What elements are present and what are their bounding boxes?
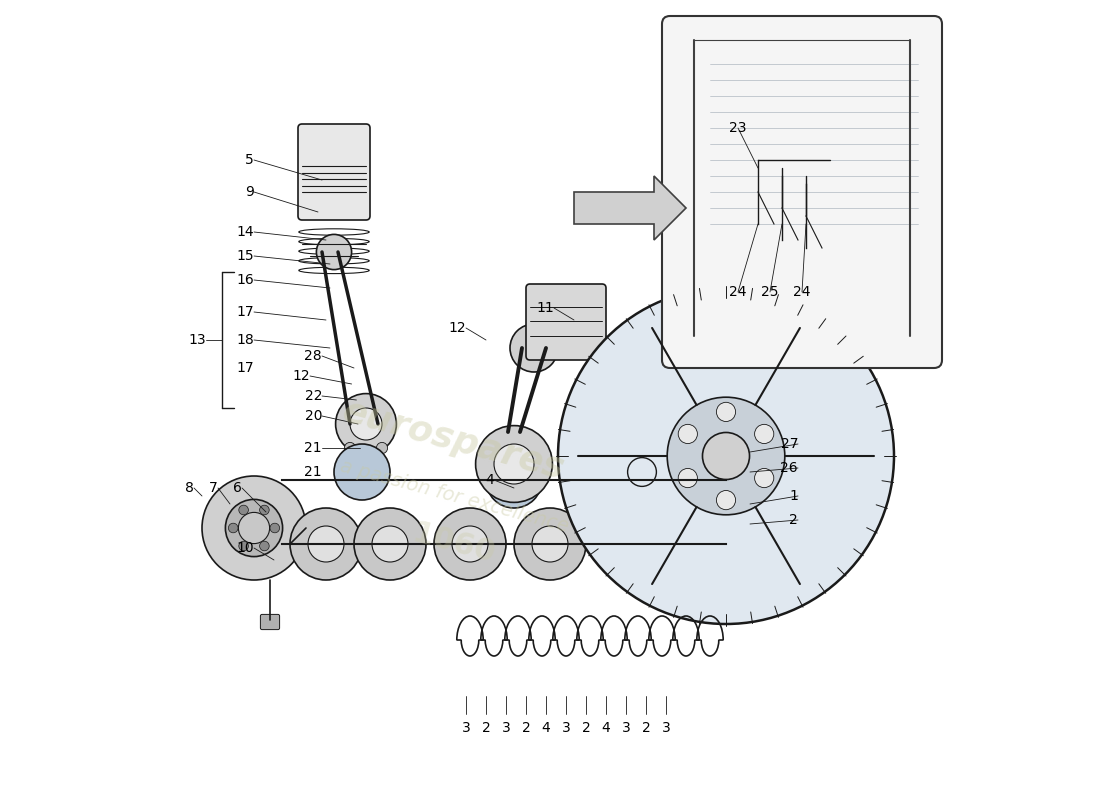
Circle shape — [260, 505, 270, 514]
Text: 9: 9 — [245, 185, 254, 199]
Text: 2: 2 — [641, 721, 650, 735]
Text: 2: 2 — [482, 721, 491, 735]
Circle shape — [336, 394, 396, 454]
Text: 6: 6 — [233, 481, 242, 495]
Text: 12: 12 — [293, 369, 310, 383]
Text: 14: 14 — [236, 225, 254, 239]
Circle shape — [376, 442, 387, 454]
Text: 20: 20 — [305, 409, 322, 423]
Text: 27: 27 — [781, 437, 798, 451]
Text: 11: 11 — [537, 301, 554, 315]
Circle shape — [755, 424, 773, 443]
Circle shape — [494, 444, 534, 484]
Text: 16: 16 — [236, 273, 254, 287]
Text: 3: 3 — [462, 721, 471, 735]
Text: 17: 17 — [236, 305, 254, 319]
Text: 3: 3 — [562, 721, 571, 735]
Circle shape — [308, 526, 344, 562]
Text: 22: 22 — [305, 389, 322, 403]
Circle shape — [703, 433, 749, 479]
Circle shape — [290, 508, 362, 580]
FancyBboxPatch shape — [298, 124, 370, 220]
Text: 4: 4 — [485, 473, 494, 487]
Text: 18: 18 — [236, 333, 254, 347]
Text: 7: 7 — [209, 481, 218, 495]
Circle shape — [679, 469, 697, 488]
Text: 4: 4 — [541, 721, 550, 735]
Circle shape — [452, 526, 488, 562]
Text: 4: 4 — [602, 721, 610, 735]
Circle shape — [594, 508, 666, 580]
Text: 24: 24 — [729, 285, 747, 299]
Text: 10: 10 — [236, 541, 254, 555]
Text: 24: 24 — [793, 285, 811, 299]
Circle shape — [270, 523, 279, 533]
Circle shape — [679, 424, 697, 443]
Circle shape — [372, 526, 408, 562]
Text: 1: 1 — [789, 489, 797, 503]
Text: 21: 21 — [305, 465, 322, 479]
FancyBboxPatch shape — [261, 614, 279, 630]
Text: a passion for excellence: a passion for excellence — [338, 456, 571, 536]
Text: 15: 15 — [236, 249, 254, 263]
Circle shape — [510, 324, 558, 372]
Text: 28: 28 — [305, 349, 322, 363]
Circle shape — [755, 469, 773, 488]
Circle shape — [334, 444, 390, 500]
Text: 26: 26 — [780, 461, 798, 475]
Text: 13: 13 — [188, 333, 206, 347]
Circle shape — [486, 452, 542, 508]
Text: 1060: 1060 — [409, 519, 498, 569]
Text: 2: 2 — [790, 513, 798, 527]
Circle shape — [229, 523, 238, 533]
Circle shape — [317, 234, 352, 270]
Text: 12: 12 — [449, 321, 466, 335]
Text: 3: 3 — [502, 721, 510, 735]
FancyBboxPatch shape — [662, 16, 942, 368]
Text: 2: 2 — [521, 721, 530, 735]
Circle shape — [260, 542, 270, 551]
Circle shape — [612, 526, 648, 562]
Text: 8: 8 — [185, 481, 194, 495]
Circle shape — [514, 508, 586, 580]
Circle shape — [239, 512, 270, 544]
Circle shape — [434, 508, 506, 580]
Circle shape — [202, 476, 306, 580]
Text: 23: 23 — [729, 121, 747, 135]
Circle shape — [676, 526, 712, 562]
Text: eurospares: eurospares — [339, 394, 569, 486]
Text: 17: 17 — [236, 361, 254, 375]
Circle shape — [532, 526, 568, 562]
Circle shape — [350, 408, 382, 440]
Text: 3: 3 — [621, 721, 630, 735]
Circle shape — [226, 499, 283, 557]
Circle shape — [668, 397, 784, 515]
Polygon shape — [574, 176, 686, 240]
Text: 5: 5 — [245, 153, 254, 167]
FancyBboxPatch shape — [526, 284, 606, 360]
Circle shape — [658, 508, 730, 580]
Circle shape — [239, 542, 249, 551]
Circle shape — [716, 490, 736, 510]
Text: 21: 21 — [305, 441, 322, 455]
Text: 25: 25 — [761, 285, 779, 299]
Circle shape — [239, 505, 249, 514]
Circle shape — [558, 288, 894, 624]
Circle shape — [354, 508, 426, 580]
Circle shape — [475, 426, 552, 502]
Circle shape — [566, 460, 621, 516]
Circle shape — [344, 442, 355, 454]
Text: 2: 2 — [582, 721, 591, 735]
Circle shape — [716, 402, 736, 422]
Text: 3: 3 — [661, 721, 670, 735]
